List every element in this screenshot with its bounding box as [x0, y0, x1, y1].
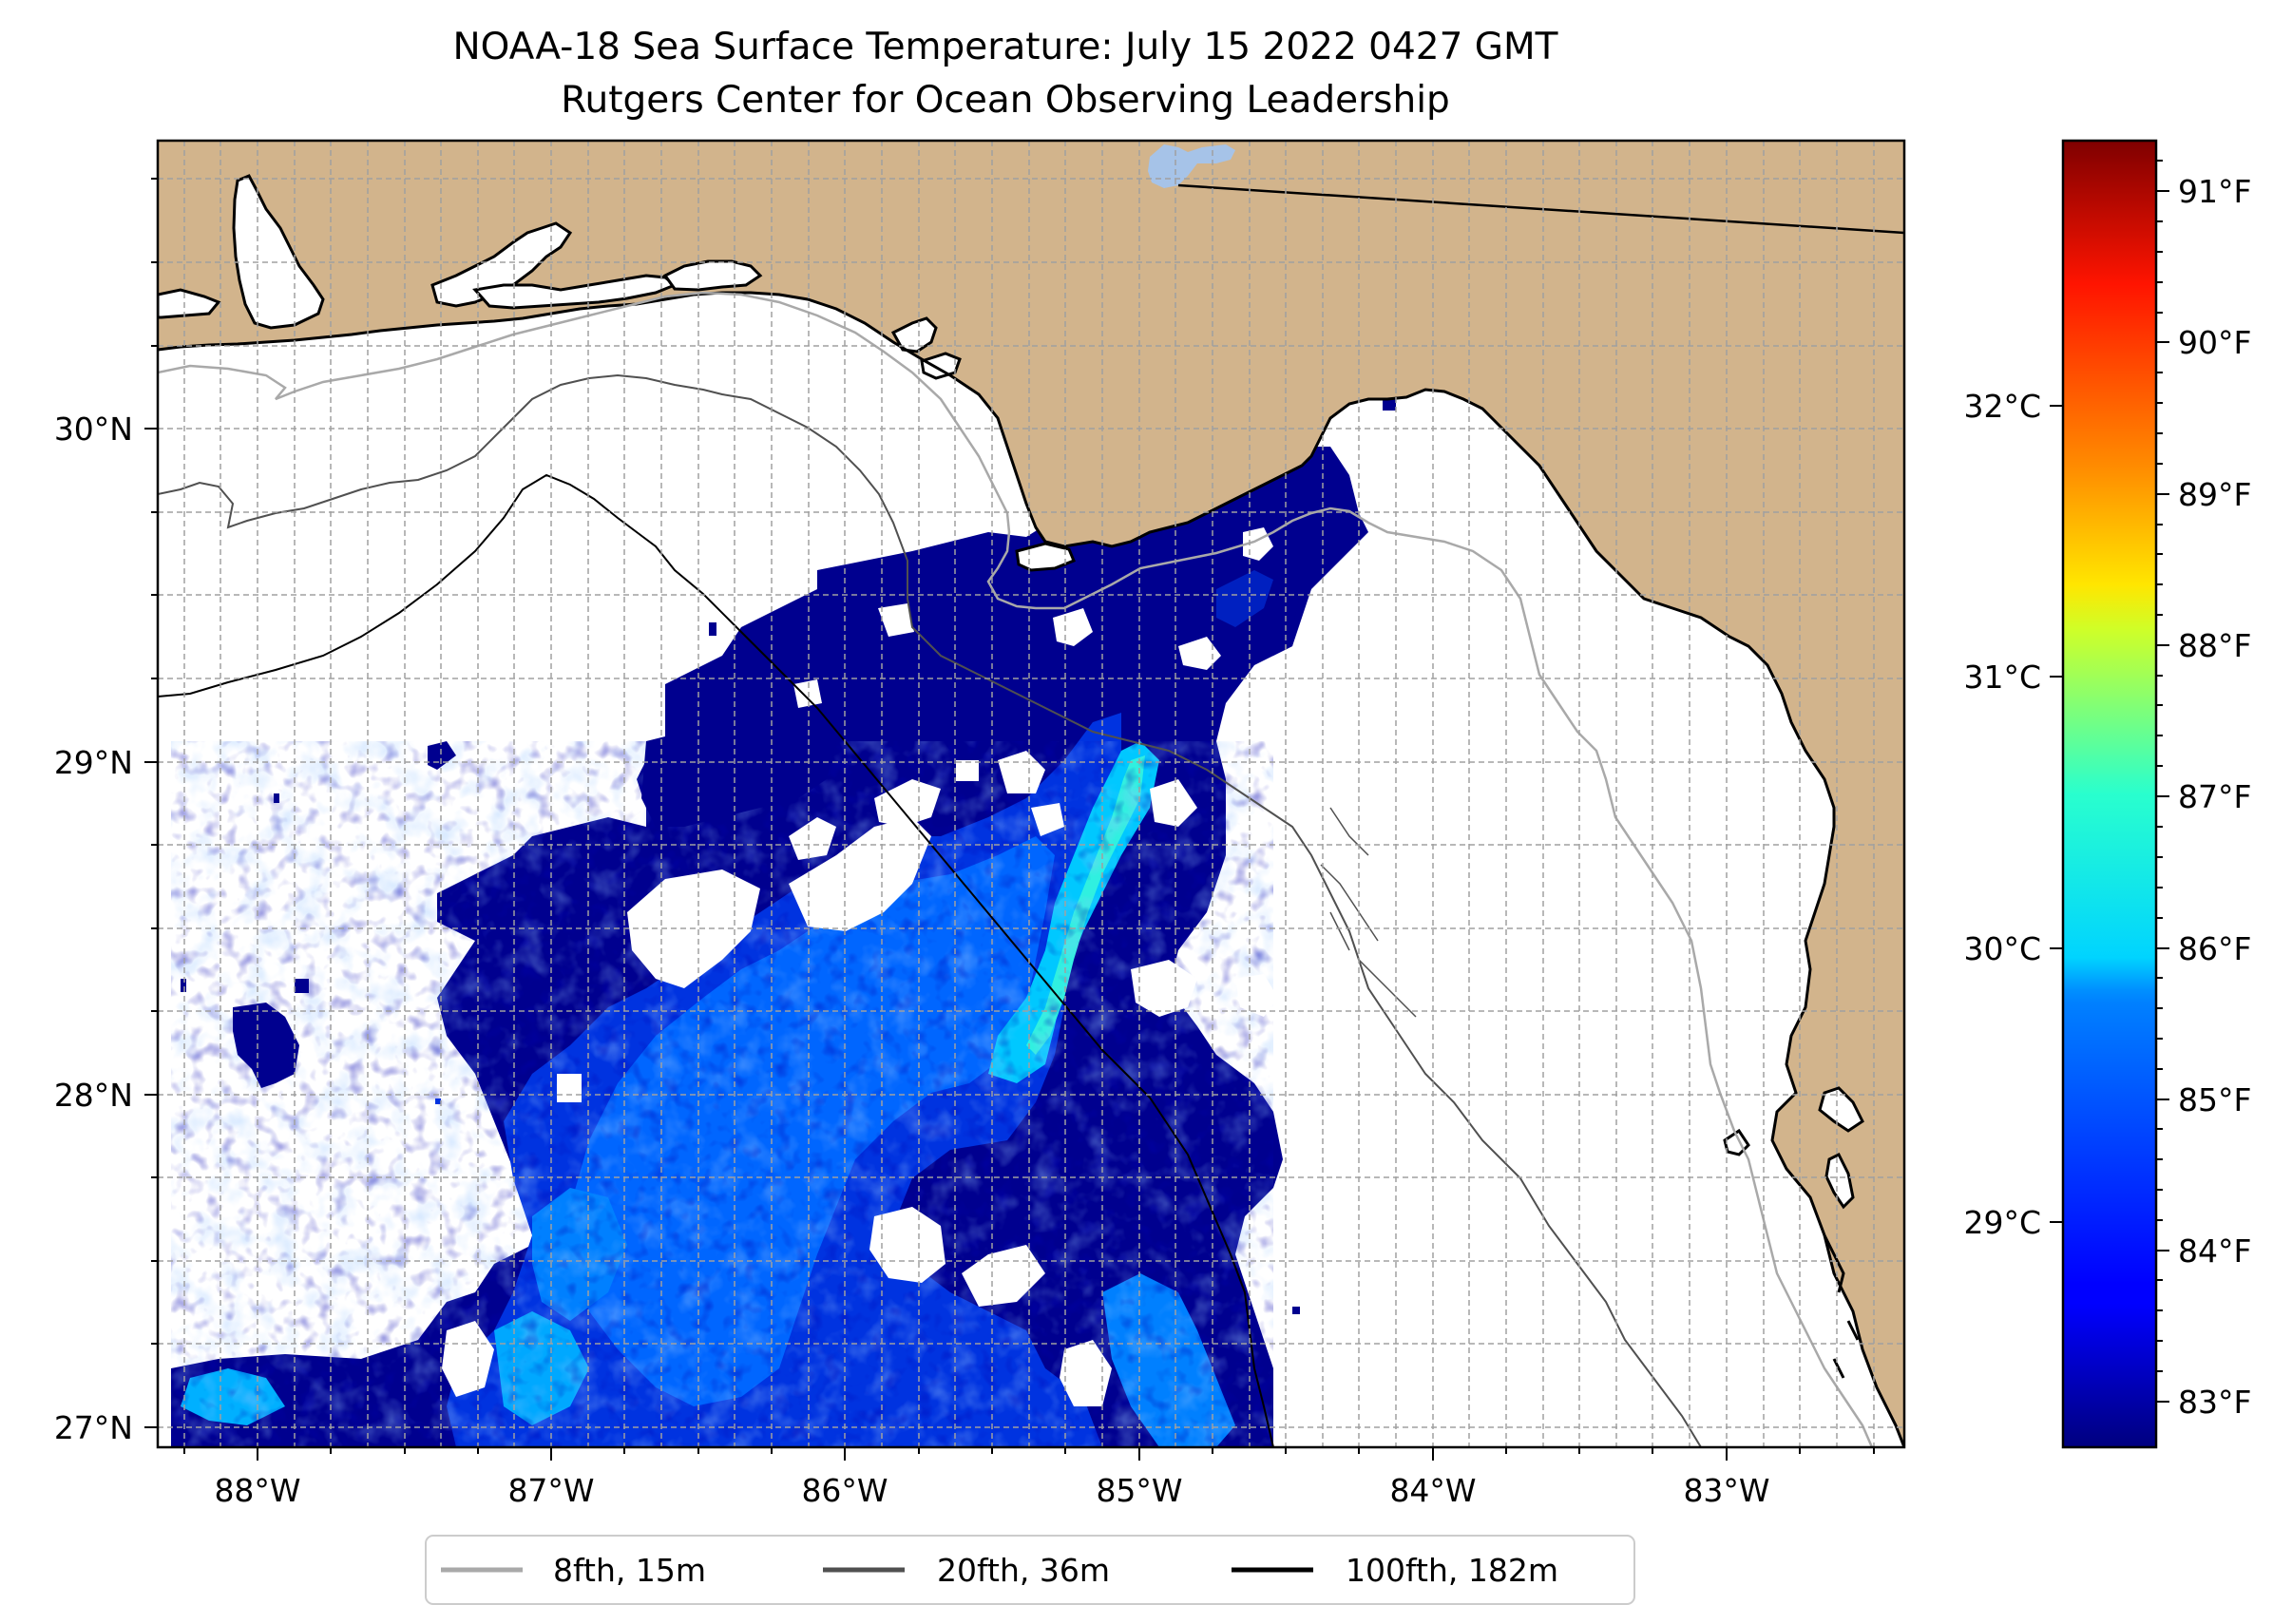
legend-label-20fth: 20fth, 36m	[937, 1552, 1110, 1589]
colorbar-c-label: 29°C	[1963, 1204, 2041, 1241]
lon-tick-label: 87°W	[507, 1472, 594, 1509]
legend: 8fth, 15m 20fth, 36m 100fth, 182m	[425, 1535, 1635, 1605]
colorbar-f-label: 87°F	[2178, 778, 2251, 815]
colorbar-f-label: 89°F	[2178, 476, 2251, 513]
colorbar-c-label: 32°C	[1963, 388, 2041, 425]
colorbar-gradient	[2061, 139, 2158, 1449]
lon-tick-label: 83°W	[1683, 1472, 1769, 1509]
lat-tick-label: 30°N	[54, 411, 133, 448]
colorbar-c-label: 30°C	[1963, 930, 2041, 967]
lon-tick-label: 85°W	[1096, 1472, 1182, 1509]
gridlines	[158, 141, 1904, 1447]
lat-tick-label: 27°N	[54, 1409, 133, 1446]
colorbar-f-label: 84°F	[2178, 1232, 2251, 1270]
lat-tick-label: 28°N	[54, 1077, 133, 1114]
map-frame	[156, 139, 1906, 1449]
lon-tick-label: 86°W	[801, 1472, 888, 1509]
lon-tick-label: 88°W	[214, 1472, 300, 1509]
sst-data-field	[171, 399, 1396, 1447]
chart-title: NOAA-18 Sea Surface Temperature: July 15…	[452, 26, 1557, 68]
colorbar: 83°F 84°F 85°F 86°F 87°F 88°F 89°F 90°F …	[1963, 139, 2251, 1449]
chart-subtitle: Rutgers Center for Ocean Observing Leade…	[561, 79, 1450, 122]
legend-label-8fth: 8fth, 15m	[553, 1552, 706, 1589]
colorbar-f-label: 85°F	[2178, 1081, 2251, 1118]
contour-20fth	[158, 373, 1702, 1447]
colorbar-f-label: 86°F	[2178, 930, 2251, 967]
lat-tick-label: 29°N	[54, 744, 133, 781]
colorbar-f-label: 83°F	[2178, 1384, 2251, 1421]
contour-100fth	[158, 473, 1274, 1447]
colorbar-f-label: 90°F	[2178, 324, 2251, 361]
bathymetry-contours	[158, 291, 1874, 1447]
legend-box	[425, 1535, 1635, 1605]
land	[158, 141, 1904, 1447]
contour-8fth	[158, 291, 1874, 1447]
lon-tick-label: 84°W	[1389, 1472, 1476, 1509]
colorbar-c-label: 31°C	[1963, 659, 2041, 696]
legend-label-100fth: 100fth, 182m	[1346, 1552, 1558, 1589]
longitude-axis: 88°W 87°W 86°W 85°W 84°W 83°W	[183, 1447, 1875, 1509]
map-area	[158, 141, 1904, 1447]
colorbar-f-label: 88°F	[2178, 627, 2251, 664]
latitude-axis: 27°N 28°N 29°N 30°N	[54, 178, 158, 1446]
colorbar-f-label: 91°F	[2178, 173, 2251, 210]
